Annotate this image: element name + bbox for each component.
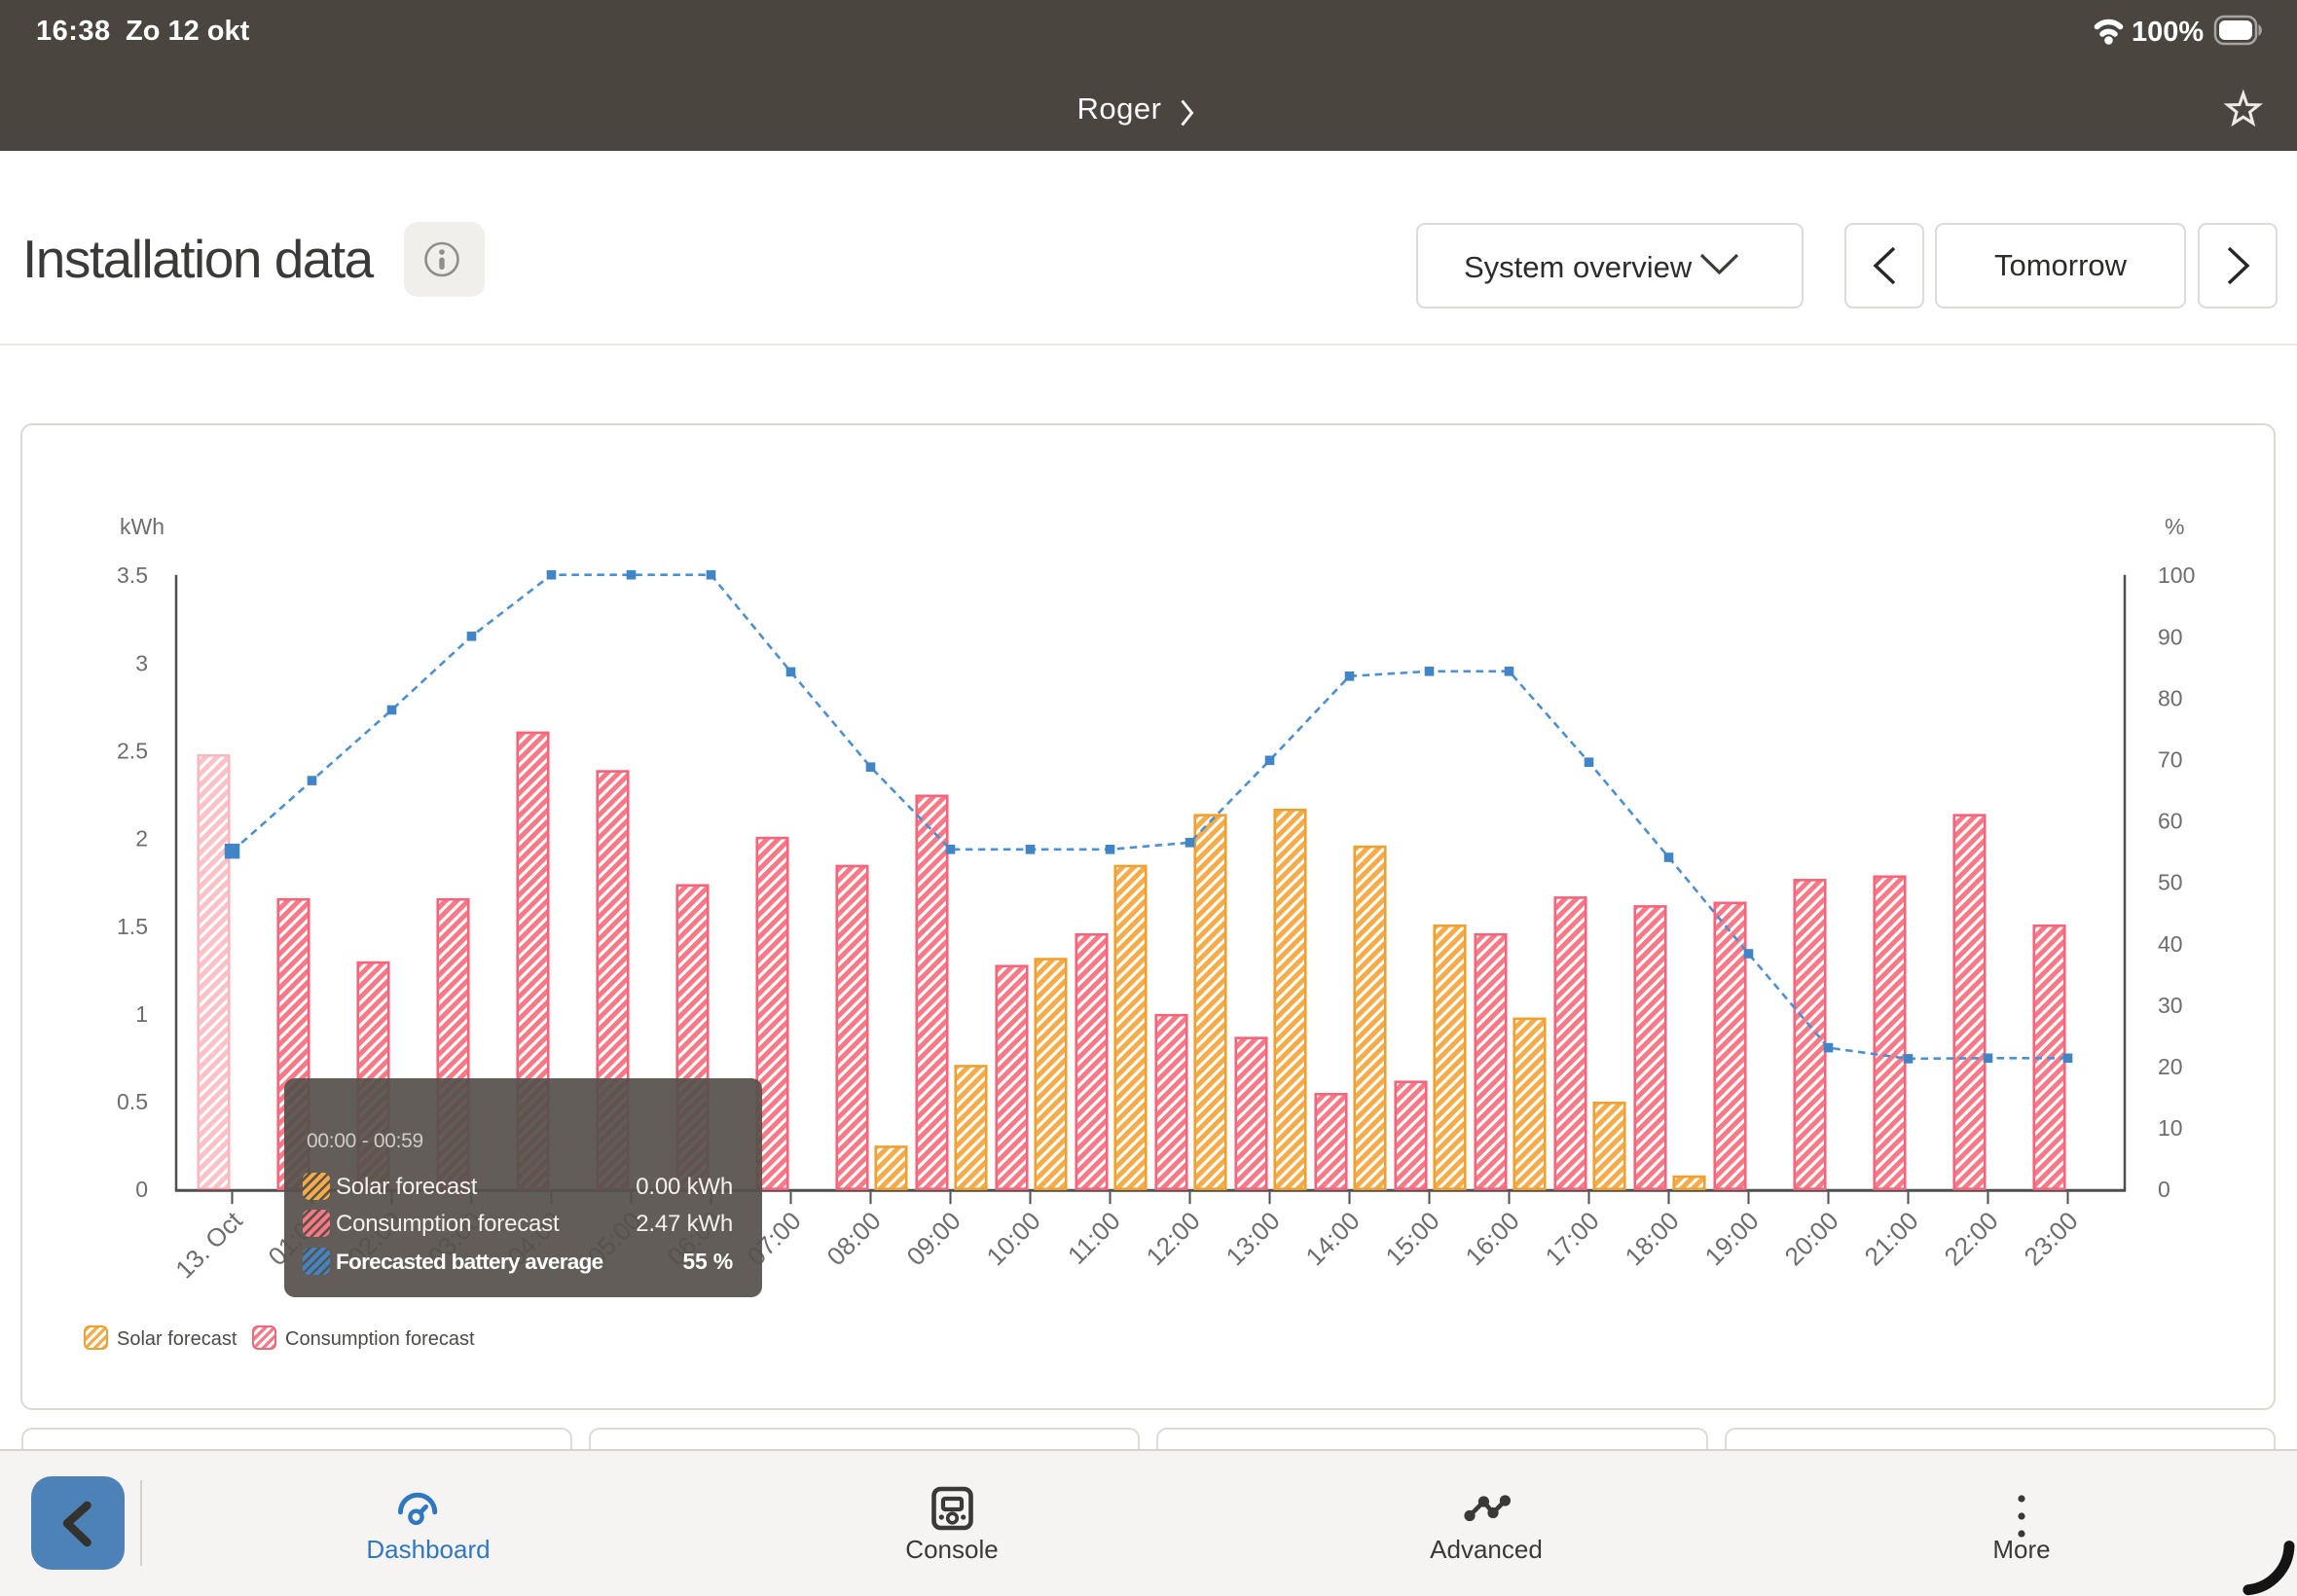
svg-text:09:00: 09:00: [901, 1206, 966, 1271]
svg-text:80: 80: [2158, 685, 2183, 710]
svg-text:60: 60: [2158, 809, 2183, 834]
svg-text:14:00: 14:00: [1300, 1206, 1366, 1271]
svg-text:0: 0: [135, 1177, 148, 1202]
svg-text:70: 70: [2158, 747, 2183, 773]
svg-text:10:00: 10:00: [981, 1206, 1046, 1271]
svg-text:16:00: 16:00: [1460, 1206, 1525, 1271]
svg-text:17:00: 17:00: [1540, 1206, 1605, 1271]
svg-text:2.5: 2.5: [117, 739, 148, 764]
svg-text:%: %: [2165, 514, 2184, 539]
svg-text:11:00: 11:00: [1062, 1206, 1126, 1270]
svg-text:13. Oct: 13. Oct: [169, 1205, 248, 1284]
svg-text:12:00: 12:00: [1141, 1206, 1206, 1271]
svg-text:19:00: 19:00: [1699, 1206, 1765, 1271]
svg-text:21:00: 21:00: [1859, 1206, 1924, 1271]
svg-text:13:00: 13:00: [1221, 1206, 1286, 1271]
svg-text:2: 2: [135, 826, 148, 852]
svg-text:40: 40: [2158, 931, 2183, 957]
svg-text:50: 50: [2158, 870, 2183, 895]
svg-text:1: 1: [135, 1001, 148, 1027]
svg-text:22:00: 22:00: [1939, 1206, 2004, 1271]
svg-text:10: 10: [2158, 1115, 2183, 1141]
svg-text:20:00: 20:00: [1779, 1206, 1844, 1271]
svg-text:20: 20: [2158, 1054, 2183, 1079]
svg-text:08:00: 08:00: [821, 1206, 887, 1271]
svg-text:kWh: kWh: [120, 514, 164, 539]
svg-text:1.5: 1.5: [117, 914, 148, 939]
svg-text:100: 100: [2158, 562, 2195, 588]
svg-text:30: 30: [2158, 993, 2183, 1018]
svg-text:15:00: 15:00: [1380, 1206, 1445, 1271]
svg-text:3.5: 3.5: [117, 562, 148, 588]
svg-text:23:00: 23:00: [2019, 1206, 2084, 1271]
svg-text:3: 3: [135, 650, 148, 675]
svg-text:18:00: 18:00: [1620, 1206, 1685, 1271]
svg-text:0: 0: [2158, 1177, 2170, 1202]
svg-text:90: 90: [2158, 624, 2183, 649]
svg-text:0.5: 0.5: [117, 1089, 148, 1114]
